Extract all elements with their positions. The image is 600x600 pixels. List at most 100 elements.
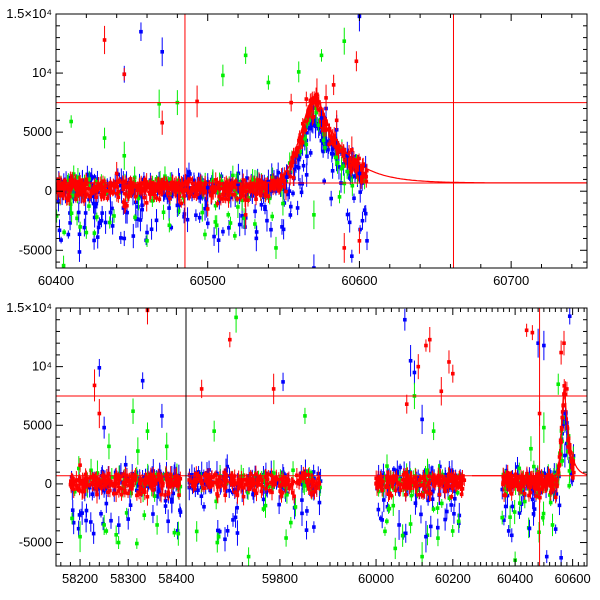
data-point <box>209 193 213 198</box>
data-point <box>235 531 240 535</box>
data-point <box>389 493 394 498</box>
data-point <box>165 183 170 188</box>
data-point <box>297 481 301 486</box>
data-point <box>267 196 272 201</box>
data-point <box>417 477 422 482</box>
data-point <box>124 511 129 515</box>
data-point <box>234 185 238 190</box>
data-point <box>389 476 393 481</box>
data-point <box>284 536 288 540</box>
data-point <box>305 114 310 119</box>
data-point <box>233 515 238 520</box>
data-point <box>160 50 164 54</box>
data-point <box>165 191 170 196</box>
data-point <box>241 485 246 490</box>
data-point <box>122 72 127 77</box>
data-point <box>247 187 252 192</box>
data-point <box>128 503 133 508</box>
data-point <box>555 484 559 489</box>
data-point <box>69 211 74 215</box>
data-point <box>130 189 135 194</box>
data-point <box>234 179 238 184</box>
data-point <box>89 176 94 181</box>
data-point <box>204 204 209 208</box>
data-point <box>171 483 176 487</box>
data-point <box>266 80 271 85</box>
data-point <box>71 172 76 176</box>
data-point <box>87 183 92 188</box>
data-point <box>199 494 204 499</box>
data-point <box>241 188 245 193</box>
data-point <box>309 491 313 495</box>
data-point <box>328 134 332 138</box>
data-point <box>322 179 326 184</box>
data-point <box>87 177 91 181</box>
data-point <box>292 494 296 499</box>
data-point <box>324 127 328 131</box>
data-point <box>56 198 61 203</box>
data-point <box>508 515 512 519</box>
data-point <box>252 492 256 497</box>
data-point <box>104 501 109 506</box>
data-point <box>150 199 155 203</box>
data-point <box>268 179 273 184</box>
data-point <box>399 482 403 487</box>
data-point <box>197 196 201 200</box>
data-point <box>324 139 328 144</box>
data-point <box>457 513 462 518</box>
data-point <box>119 492 124 497</box>
data-point <box>560 459 565 463</box>
data-point <box>272 471 276 475</box>
data-point <box>170 497 174 502</box>
data-point <box>132 175 137 180</box>
data-point <box>157 197 162 202</box>
data-point <box>430 476 435 481</box>
data-point <box>163 498 168 503</box>
data-point <box>532 464 536 469</box>
data-point <box>300 511 304 516</box>
data-point <box>200 210 205 215</box>
y-tick-label: 0 <box>45 183 52 198</box>
data-point <box>92 215 97 220</box>
data-point <box>354 59 359 64</box>
data-point <box>243 225 247 229</box>
data-point <box>312 525 316 529</box>
data-point <box>76 526 81 531</box>
data-point <box>194 190 199 195</box>
data-point <box>222 187 227 191</box>
data-point <box>548 500 553 505</box>
data-point <box>59 238 63 242</box>
data-point <box>198 186 203 190</box>
data-point <box>273 182 277 187</box>
data-point <box>301 471 306 475</box>
data-point <box>309 471 313 475</box>
data-point <box>70 184 74 188</box>
data-point <box>357 171 362 176</box>
data-point <box>97 221 102 226</box>
data-point <box>313 106 318 110</box>
data-point <box>239 480 244 484</box>
data-point <box>240 488 244 492</box>
data-point <box>226 212 231 217</box>
data-point <box>288 213 293 217</box>
data-point <box>173 189 178 194</box>
data-point <box>221 229 225 234</box>
data-point <box>439 501 444 506</box>
data-point <box>282 174 287 178</box>
data-point <box>188 177 193 182</box>
data-point <box>259 203 264 207</box>
data-point <box>247 183 251 187</box>
data-point <box>123 192 128 196</box>
data-point <box>358 227 362 232</box>
data-point <box>175 185 179 189</box>
data-point <box>107 471 111 476</box>
data-point <box>175 203 180 208</box>
data-point <box>106 484 111 489</box>
data-point <box>159 492 163 497</box>
data-point <box>557 463 562 467</box>
data-point <box>304 528 309 532</box>
data-point <box>295 206 300 210</box>
data-point <box>203 182 207 186</box>
data-point <box>381 479 385 484</box>
